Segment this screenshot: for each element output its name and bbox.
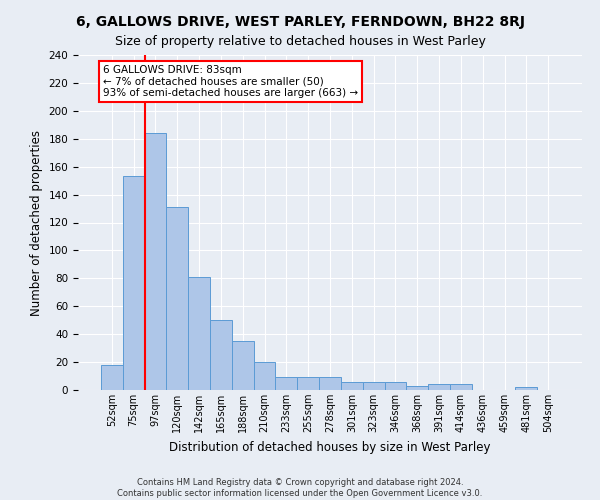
- Bar: [406, 386, 428, 390]
- Text: Size of property relative to detached houses in West Parley: Size of property relative to detached ho…: [115, 35, 485, 48]
- Bar: [275, 378, 297, 390]
- Bar: [385, 382, 406, 390]
- Bar: [210, 320, 232, 390]
- Bar: [319, 378, 341, 390]
- Bar: [123, 176, 145, 390]
- Text: 6, GALLOWS DRIVE, WEST PARLEY, FERNDOWN, BH22 8RJ: 6, GALLOWS DRIVE, WEST PARLEY, FERNDOWN,…: [76, 15, 524, 29]
- Bar: [232, 341, 254, 390]
- Text: 6 GALLOWS DRIVE: 83sqm
← 7% of detached houses are smaller (50)
93% of semi-deta: 6 GALLOWS DRIVE: 83sqm ← 7% of detached …: [103, 65, 358, 98]
- Bar: [341, 382, 363, 390]
- Bar: [363, 382, 385, 390]
- Y-axis label: Number of detached properties: Number of detached properties: [30, 130, 43, 316]
- X-axis label: Distribution of detached houses by size in West Parley: Distribution of detached houses by size …: [169, 440, 491, 454]
- Bar: [166, 207, 188, 390]
- Bar: [450, 384, 472, 390]
- Bar: [515, 387, 537, 390]
- Bar: [145, 133, 166, 390]
- Text: Contains HM Land Registry data © Crown copyright and database right 2024.
Contai: Contains HM Land Registry data © Crown c…: [118, 478, 482, 498]
- Bar: [101, 365, 123, 390]
- Bar: [254, 362, 275, 390]
- Bar: [428, 384, 450, 390]
- Bar: [297, 378, 319, 390]
- Bar: [188, 277, 210, 390]
